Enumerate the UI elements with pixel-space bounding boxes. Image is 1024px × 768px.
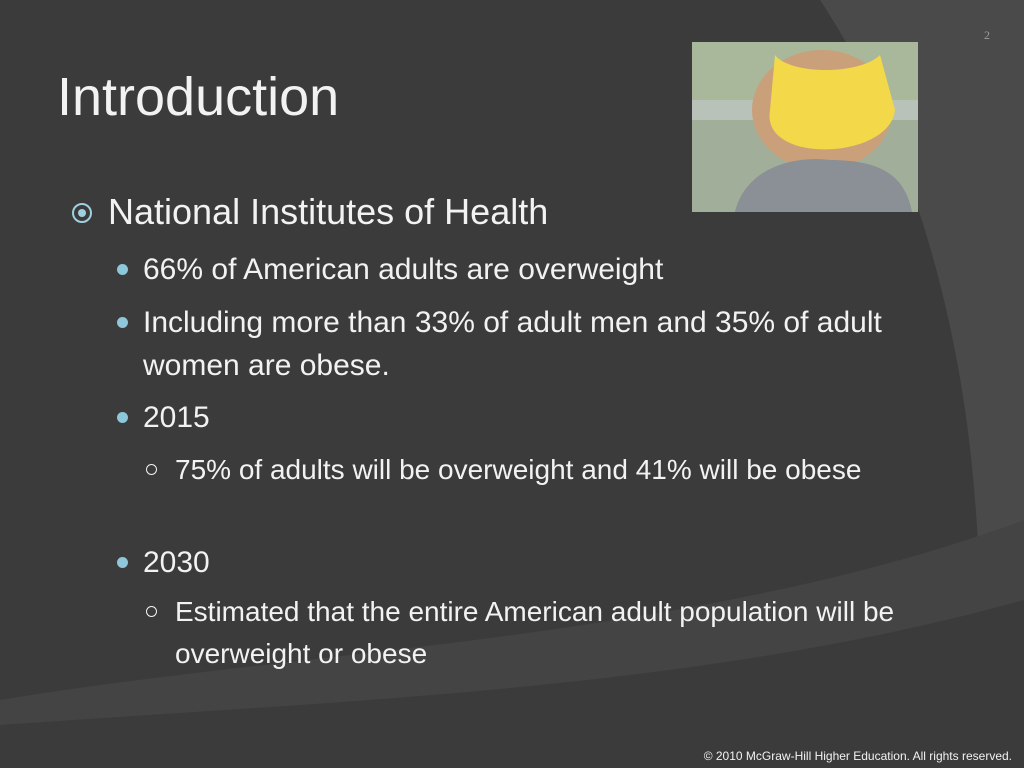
bullet: Estimated that the entire American adult… (175, 596, 895, 669)
slide-title: Introduction (57, 67, 340, 127)
bullet-marker (117, 557, 128, 568)
bullet: Including more than 33% of adult men and… (143, 306, 882, 382)
bullet: 2030 (143, 546, 210, 579)
bullet-marker (117, 412, 128, 423)
bullet-marker (146, 606, 157, 617)
bullet: 75% of adults will be overweight and 41%… (175, 454, 862, 485)
slide-number: 2 (984, 28, 990, 42)
bullet: 2015 (143, 401, 210, 434)
footer: © 2010 McGraw-Hill Higher Education. All… (703, 749, 1012, 763)
bullet: 66% of American adults are overweight (143, 253, 664, 286)
bullet-marker (117, 317, 128, 328)
bullet-marker (146, 464, 157, 475)
bullet-marker (72, 203, 92, 223)
bullet-marker (117, 264, 128, 275)
bullet: National Institutes of Health (108, 191, 549, 232)
photo (692, 42, 918, 212)
